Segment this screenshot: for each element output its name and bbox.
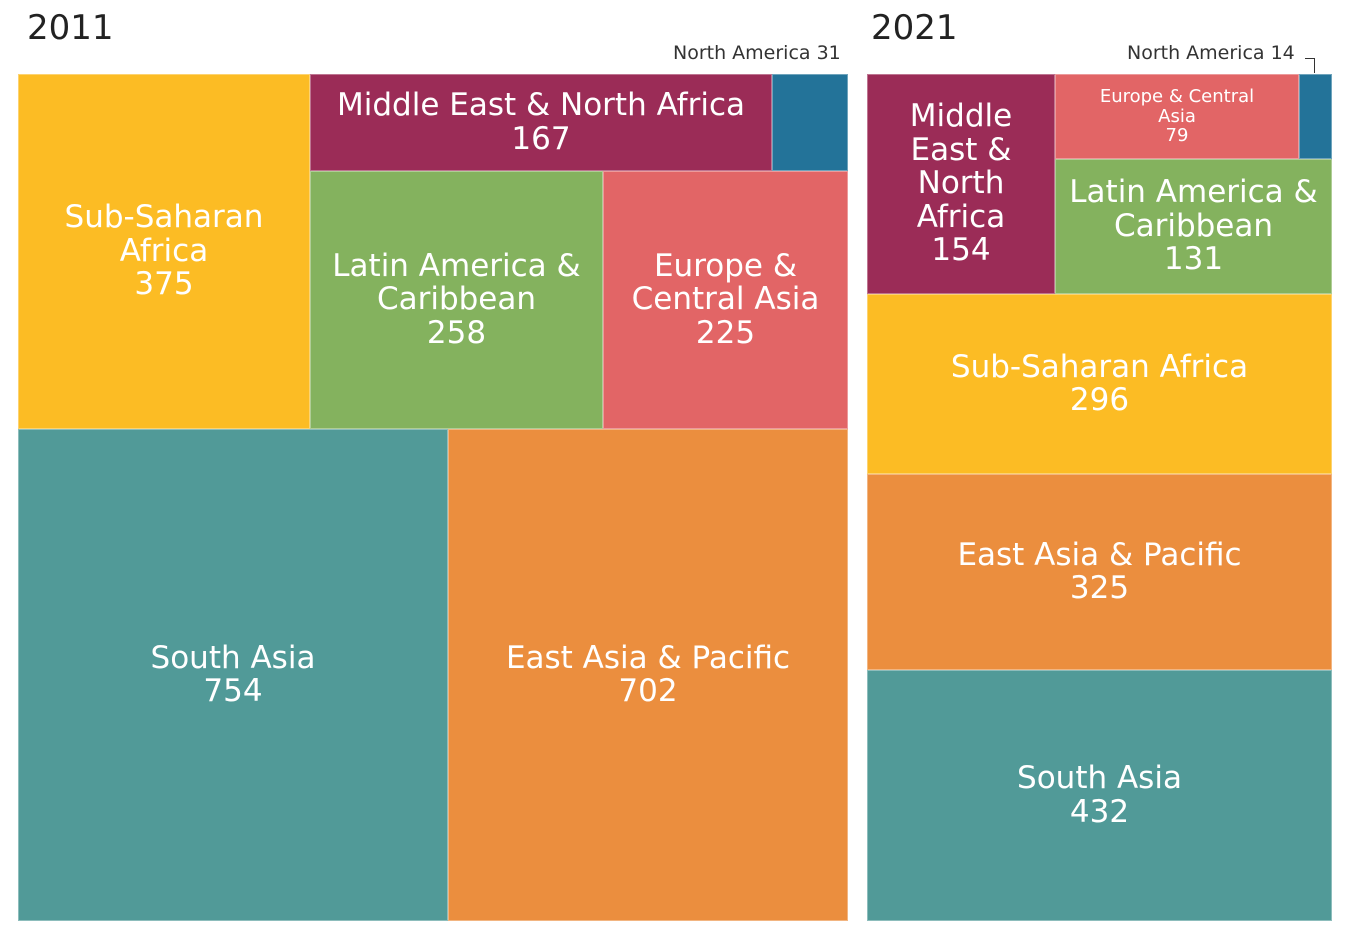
treemap-cell-europe-and-central-asia-2021: Europe & Central Asia 79 <box>1055 74 1299 159</box>
cell-text-east-asia-and-pacific-2021: East Asia & Pacific 325 <box>957 536 1242 606</box>
cell-value: 131 <box>1163 241 1224 278</box>
cell-label: East Asia & Pacific <box>505 639 791 676</box>
cell-text-middle-east-and-north-africa-2021: Middle East & North Africa 154 <box>909 98 1013 269</box>
cell-label: Sub-Saharan Africa <box>64 199 264 269</box>
outside-label-north-america-2011: North America 31 <box>673 42 841 64</box>
outside-label-north-america-2021: North America 14 <box>1127 42 1295 64</box>
cell-label: Middle East & North Africa <box>337 87 745 124</box>
cell-value: 79 <box>1165 125 1189 147</box>
cell-label: Latin America & Caribbean <box>1069 174 1318 244</box>
cell-text-europe-and-central-asia-2011: Europe & Central Asia 225 <box>631 247 820 351</box>
treemap-cell-east-asia-and-pacific-2011: East Asia & Pacific 702 <box>448 429 848 921</box>
treemap-cell-middle-east-and-north-africa-2011: Middle East & North Africa 167 <box>310 74 772 171</box>
cell-label: Europe & Central Asia <box>631 247 820 318</box>
treemap-cell-latin-america-and-caribbean-2011: Latin America & Caribbean 258 <box>310 171 603 429</box>
cell-value: 754 <box>203 673 263 709</box>
cell-text-east-asia-and-pacific-2011: East Asia & Pacific 702 <box>505 639 791 709</box>
cell-value: 225 <box>695 314 756 351</box>
cell-label: Sub-Saharan Africa <box>950 348 1249 385</box>
cell-value: 167 <box>511 120 571 157</box>
cell-value: 375 <box>134 266 194 303</box>
cell-value: 432 <box>1069 793 1130 830</box>
cell-text-sub-saharan-africa-2011: Sub-Saharan Africa 375 <box>64 199 264 303</box>
cell-text-latin-america-and-caribbean-2011: Latin America & Caribbean 258 <box>332 247 581 351</box>
panel-title-2021: 2021 <box>871 8 958 48</box>
treemap-cell-east-asia-and-pacific-2021: East Asia & Pacific 325 <box>867 474 1332 670</box>
cell-label: Latin America & Caribbean <box>332 247 581 318</box>
cell-text-sub-saharan-africa-2021: Sub-Saharan Africa 296 <box>950 348 1249 418</box>
cell-text-middle-east-and-north-africa-2011: Middle East & North Africa 167 <box>337 87 745 157</box>
cell-text-latin-america-and-caribbean-2021: Latin America & Caribbean 131 <box>1069 174 1318 278</box>
treemap-cell-north-america-2011 <box>772 74 848 171</box>
cell-label: Europe & Central Asia <box>1099 86 1255 127</box>
cell-value: 154 <box>931 232 991 269</box>
treemap-cell-europe-and-central-asia-2011: Europe & Central Asia 225 <box>603 171 848 429</box>
cell-label: East Asia & Pacific <box>957 536 1242 573</box>
treemap-cell-sub-saharan-africa-2011: Sub-Saharan Africa 375 <box>18 74 310 429</box>
treemap-cell-latin-america-and-caribbean-2021: Latin America & Caribbean 131 <box>1055 159 1332 294</box>
cell-label: Middle East & North Africa <box>909 98 1013 235</box>
cell-text-south-asia-2011: South Asia 754 <box>150 639 316 709</box>
cell-label: South Asia <box>1017 760 1182 797</box>
treemap-cell-south-asia-2021: South Asia 432 <box>867 670 1332 921</box>
cell-value: 296 <box>1069 382 1130 418</box>
treemap-cell-middle-east-and-north-africa-2021: Middle East & North Africa 154 <box>867 74 1055 294</box>
cell-value: 258 <box>426 314 487 351</box>
cell-value: 702 <box>618 673 678 709</box>
cell-text-south-asia-2021: South Asia 432 <box>1017 760 1182 830</box>
treemap-cell-north-america-2021 <box>1299 74 1332 159</box>
treemap-2011: Sub-Saharan Africa 375 Middle East & North … <box>18 42 848 921</box>
cell-value: 325 <box>1069 570 1130 606</box>
callout-line-2021 <box>1305 58 1315 73</box>
treemap-cell-sub-saharan-africa-2021: Sub-Saharan Africa 296 <box>867 294 1332 474</box>
cell-label: South Asia <box>150 639 316 676</box>
cell-text-europe-and-central-asia-2021: Europe & Central Asia 79 <box>1099 86 1255 147</box>
panel-title-2011: 2011 <box>27 8 114 48</box>
treemap-2021: Middle East & North Africa 154 Europe & Centr… <box>867 42 1332 921</box>
treemap-cell-south-asia-2011: South Asia 754 <box>18 429 448 921</box>
